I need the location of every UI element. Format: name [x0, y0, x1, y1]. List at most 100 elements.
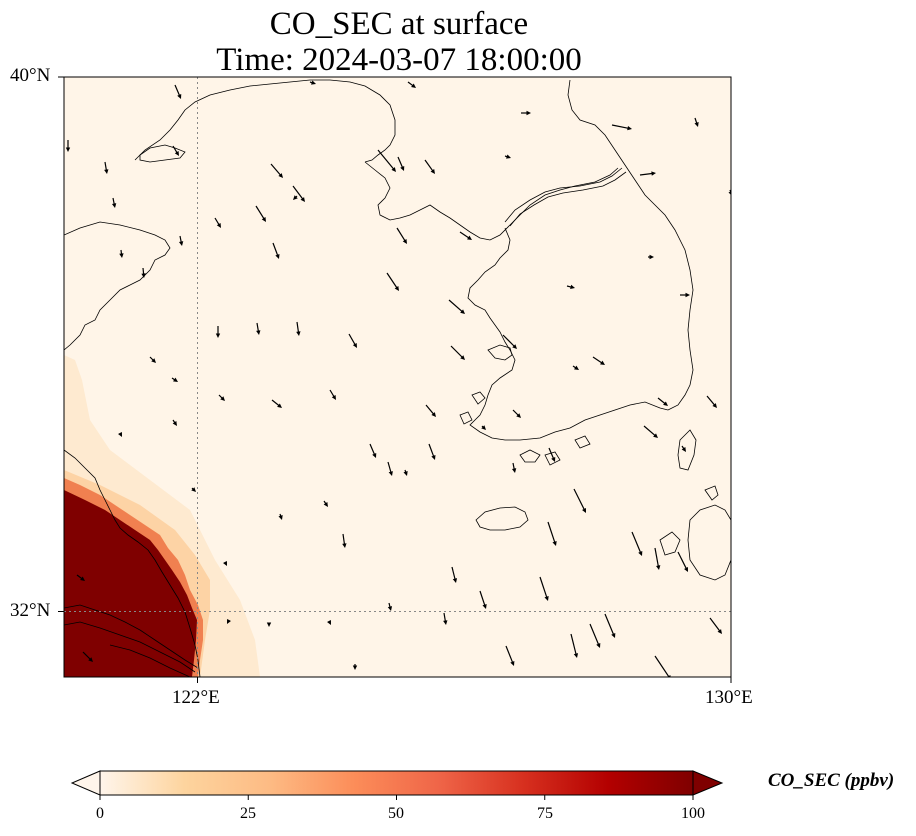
wind-arrow-head	[300, 197, 305, 202]
wind-arrow-shaft	[639, 172, 654, 176]
wind-arrow-shaft	[548, 447, 555, 460]
wind-arrow-head	[141, 273, 146, 278]
wind-arrow-head	[215, 333, 221, 338]
wind-arrow-head	[431, 455, 436, 460]
wind-arrow-shaft	[505, 645, 514, 664]
wind-arrow-head	[638, 551, 643, 556]
wind-arrow-shaft	[657, 397, 667, 405]
wind-arrow-shaft	[396, 227, 406, 242]
map-title-line-2: Time: 2024-03-07 18:00:00	[216, 42, 582, 78]
wind-arrow-shaft	[573, 488, 586, 511]
wind-arrow-head	[452, 578, 458, 583]
wind-arrow-head	[460, 355, 465, 360]
wind-arrow-shaft	[502, 334, 516, 348]
wind-arrow-shaft	[448, 299, 464, 313]
wind-arrow-head	[394, 286, 399, 291]
wind-arrow-head	[663, 401, 668, 406]
wind-arrow-shaft	[589, 623, 600, 646]
wind-arrow-shaft	[292, 185, 304, 200]
wind-arrow-head	[400, 165, 405, 171]
wind-arrow-head	[151, 358, 156, 363]
wind-arrow-head	[118, 431, 122, 437]
wind-arrow-head	[506, 154, 511, 159]
wind-arrow-head	[220, 396, 225, 401]
wind-arrow-head	[387, 606, 393, 611]
wind-arrow-head	[510, 661, 515, 666]
wind-arrow-head	[275, 254, 280, 259]
gridlines	[64, 77, 731, 677]
colorbar-extend-max	[692, 770, 724, 796]
wind-arrow-shaft	[104, 161, 108, 172]
wind-arrow-head	[323, 502, 328, 507]
wind-arrow-head	[266, 622, 272, 627]
wind-arrow-head	[611, 633, 616, 638]
lon-tick-label-130: 130°E	[705, 687, 753, 708]
wind-arrow-shaft	[255, 205, 265, 220]
wind-arrow-shaft	[611, 124, 630, 129]
colorbar-tick-label: 25	[240, 805, 256, 822]
wind-arrow-shaft	[386, 272, 398, 289]
wind-arrow-head	[352, 665, 358, 670]
map-title-line-1: CO_SEC at surface	[269, 6, 529, 42]
wind-arrow-head	[88, 657, 93, 662]
wind-arrow-head	[627, 125, 632, 131]
high-concentration-core	[64, 490, 197, 677]
wind-arrow-head	[511, 468, 517, 473]
wind-vector-field	[65, 80, 731, 677]
wind-arrow-head	[596, 643, 601, 648]
wind-arrow-shaft	[677, 551, 688, 570]
wind-arrow-head	[600, 360, 605, 365]
wind-arrow-shaft	[296, 321, 300, 334]
wind-arrow-shaft	[539, 576, 548, 599]
wind-arrow-head	[694, 122, 699, 127]
wind-arrow-head	[278, 515, 283, 520]
coastlines	[64, 79, 731, 677]
wind-arrow-head	[651, 171, 656, 176]
wind-arrow-head	[431, 412, 436, 417]
wind-arrow-shaft	[342, 533, 346, 546]
wind-arrow-head	[573, 653, 579, 658]
wind-arrow-shaft	[706, 395, 716, 407]
wind-arrow-shaft	[570, 633, 577, 656]
wind-arrow-shaft	[397, 156, 404, 169]
wind-arrow-shaft	[270, 163, 282, 177]
map-frame	[63, 76, 732, 678]
colorbar-tick-label: 50	[388, 805, 404, 822]
wind-arrow-head	[191, 487, 196, 492]
wind-arrow-head	[526, 110, 531, 116]
lat-tick-label-40: 40°N	[10, 65, 51, 86]
wind-arrow-shaft	[451, 566, 456, 581]
colorbar-gradient	[100, 771, 693, 795]
wind-arrow-shaft	[443, 612, 447, 623]
wind-arrow-head	[178, 241, 184, 246]
wind-arrow-head	[293, 195, 298, 200]
wind-arrow-head	[443, 620, 448, 625]
wind-arrow-shaft	[348, 333, 357, 346]
wind-arrow-head	[256, 330, 261, 335]
wind-arrow-head	[327, 619, 331, 625]
wind-arrow-head	[516, 413, 521, 418]
wind-arrow-head	[403, 471, 408, 476]
wind-arrow-shaft	[604, 613, 615, 636]
wind-arrow-head	[388, 471, 393, 476]
wind-arrow-shaft	[631, 531, 642, 554]
wind-arrow-shaft	[643, 425, 657, 437]
wind-arrow-head	[482, 604, 487, 609]
wind-arrow-shaft	[82, 651, 92, 661]
wind-arrow-shaft	[174, 84, 181, 97]
wind-arrow-shaft	[709, 617, 721, 632]
wind-arrow-head	[172, 421, 177, 426]
wind-arrow-shaft	[425, 404, 435, 416]
wind-arrow-head	[216, 223, 221, 228]
wind-arrow-shaft	[271, 399, 281, 407]
wind-arrow-head	[582, 507, 586, 513]
wind-arrow-head	[467, 235, 472, 240]
wind-arrow-head	[104, 169, 109, 174]
wind-arrow-head	[656, 565, 661, 570]
wind-arrow-head	[173, 377, 178, 382]
wind-arrow-head	[177, 93, 182, 99]
wind-arrow-shaft	[479, 590, 486, 607]
wind-arrow-head	[512, 344, 517, 349]
wind-arrow-head	[227, 618, 231, 624]
